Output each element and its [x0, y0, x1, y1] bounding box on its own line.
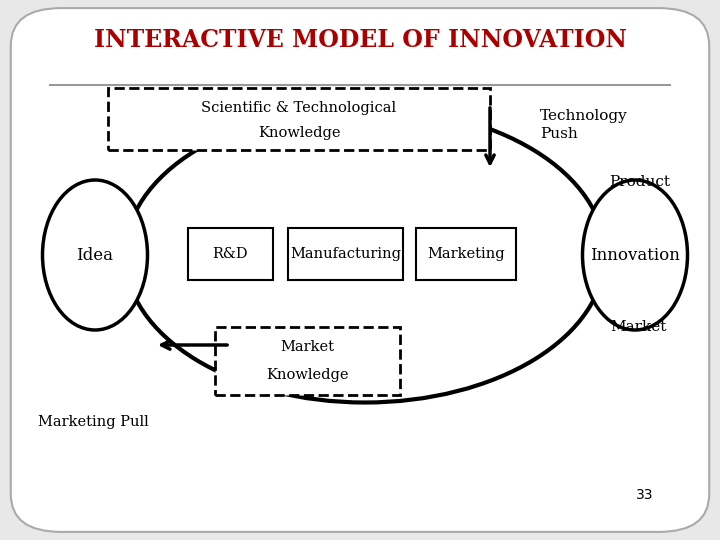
Text: Manufacturing: Manufacturing [290, 247, 401, 261]
Bar [108, 88, 490, 150]
Ellipse shape [125, 107, 605, 402]
Text: Idea: Idea [76, 246, 114, 264]
Text: 33: 33 [636, 488, 654, 502]
Text: Marketing: Marketing [427, 247, 505, 261]
FancyBboxPatch shape [11, 8, 709, 532]
Ellipse shape [582, 180, 688, 330]
Text: INTERACTIVE MODEL OF INNOVATION: INTERACTIVE MODEL OF INNOVATION [94, 28, 626, 52]
Text: Knowledge: Knowledge [266, 368, 348, 382]
Text: R&D: R&D [212, 247, 248, 261]
Ellipse shape [42, 180, 148, 330]
Text: Market: Market [610, 320, 666, 334]
Text: Scientific & Technological: Scientific & Technological [202, 101, 397, 115]
Text: Product: Product [610, 175, 670, 189]
Text: Marketing Pull: Marketing Pull [38, 415, 149, 429]
Bar [188, 228, 273, 280]
Text: Technology
Push: Technology Push [540, 109, 628, 140]
Bar [288, 228, 403, 280]
Bar [215, 327, 400, 395]
Text: Innovation: Innovation [590, 246, 680, 264]
Text: Knowledge: Knowledge [258, 126, 341, 140]
Text: Market: Market [281, 340, 335, 354]
Bar [416, 228, 516, 280]
